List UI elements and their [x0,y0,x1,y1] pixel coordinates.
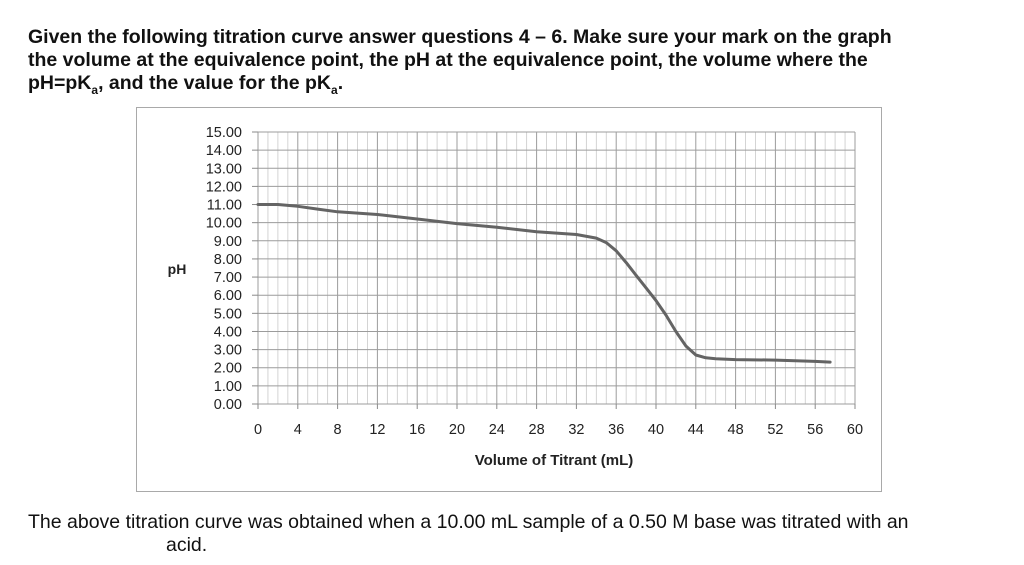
x-tick-label: 12 [369,422,385,438]
instructions-line-2: the volume at the equivalence point, the… [28,49,868,71]
y-tick-label: 4.00 [214,324,242,340]
chart-frame: 15.00 14.00 13.00 12.00 11.00 10.00 9.00 8.00 7.… [136,107,882,492]
x-axis-label: Volume of Titrant (mL) [475,452,634,469]
instructions-line-3: pH=pKa, and the value for the pKa. [28,72,1003,102]
x-tick-label: 36 [608,422,624,438]
y-tick-label: 14.00 [206,143,242,159]
y-tick-label: 2.00 [214,361,242,377]
x-tick-label: 52 [767,422,783,438]
instructions: Given the following titration curve answ… [28,26,1003,102]
x-tick-label: 20 [449,422,465,438]
y-tick-label: 10.00 [206,216,242,232]
subscript-a-2: a [331,82,338,97]
pkaeq-text: pH=pK [28,72,92,94]
y-tick-label: 7.00 [214,270,242,286]
y-tick-label: 3.00 [214,343,242,359]
y-tick-label: 12.00 [206,179,242,195]
x-tick-label: 24 [489,422,505,438]
x-tick-label: 0 [254,422,262,438]
x-tick-label: 28 [529,422,545,438]
titration-curve [256,203,832,364]
titration-chart: 15.00 14.00 13.00 12.00 11.00 10.00 9.00 8.00 7.… [168,125,863,469]
x-tick-labels: 0 4 8 12 16 20 24 28 32 36 40 44 48 52 56 60 [254,404,863,438]
x-tick-label: 8 [334,422,342,438]
x-tick-label: 40 [648,422,664,438]
problem-line-2: acid. [166,534,208,556]
x-tick-label: 60 [847,422,863,438]
chart-grid [257,131,856,405]
y-tick-label: 11.00 [207,198,242,214]
y-axis-label: pH [168,261,187,277]
period: . [337,72,344,94]
x-tick-label: 48 [728,422,744,438]
y-tick-label: 6.00 [214,288,242,304]
y-tick-label: 9.00 [214,234,242,250]
y-tick-label: 5.00 [214,306,242,322]
x-tick-label: 32 [568,422,584,438]
problem-statement: The above titration curve was obtained w… [28,511,909,557]
problem-line-1: The above titration curve was obtained w… [28,511,909,533]
y-tick-label: 1.00 [214,379,242,395]
y-tick-label: 8.00 [214,252,242,268]
x-tick-label: 4 [294,422,302,438]
pka-text: , and the value for the pK [98,72,332,94]
x-tick-label: 16 [409,422,425,438]
subscript-a: a [91,82,99,97]
y-tick-label: 0.00 [214,397,242,413]
instructions-line-1: Given the following titration curve answ… [28,26,892,48]
y-tick-label: 15.00 [206,125,242,141]
y-tick-label: 13.00 [206,161,242,177]
y-tick-labels: 15.00 14.00 13.00 12.00 11.00 10.00 9.00 8.00 7.… [206,125,258,413]
x-tick-label: 56 [807,422,823,438]
data-series [256,203,832,364]
x-tick-label: 44 [688,422,704,438]
